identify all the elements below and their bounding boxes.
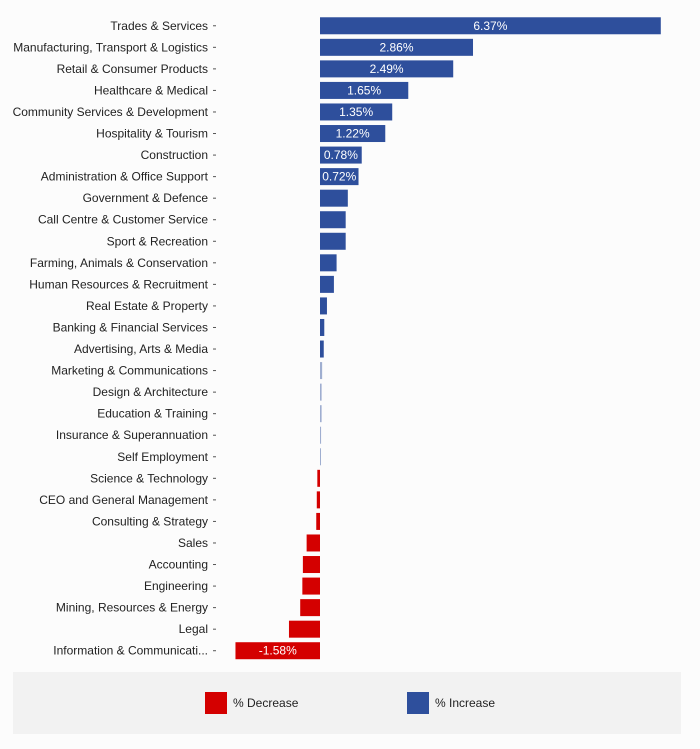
category-label: Call Centre & Customer Service bbox=[38, 213, 208, 227]
category-label: Banking & Financial Services bbox=[53, 320, 208, 334]
category-label: Government & Defence bbox=[83, 191, 209, 205]
category-label: Trades & Services bbox=[110, 19, 208, 33]
bar-value-label: 2.49% bbox=[370, 62, 404, 76]
bar[interactable] bbox=[320, 168, 359, 186]
bar-value-label: 1.35% bbox=[339, 105, 373, 119]
category-label: Legal bbox=[179, 622, 208, 636]
bar-value-label: 2.86% bbox=[379, 40, 413, 54]
bar[interactable] bbox=[288, 620, 320, 638]
category-label: Healthcare & Medical bbox=[94, 83, 208, 97]
legend-label-decrease: % Decrease bbox=[233, 696, 299, 710]
category-label: Consulting & Strategy bbox=[92, 514, 208, 528]
category-label: Sales bbox=[178, 536, 208, 550]
legend-item-decrease[interactable]: % Decrease bbox=[205, 692, 298, 714]
bar[interactable] bbox=[320, 426, 322, 444]
bar[interactable] bbox=[320, 340, 324, 358]
category-label: Retail & Consumer Products bbox=[57, 62, 208, 76]
bar-value-label: 6.37% bbox=[473, 19, 507, 33]
category-label: Self Employment bbox=[117, 450, 208, 464]
bar-value-label: -1.58% bbox=[259, 644, 297, 658]
chart-svg: Trades & Services 6.37% Manufacturing, Tra… bbox=[13, 17, 661, 660]
legend-label-increase: % Increase bbox=[435, 696, 496, 710]
bar[interactable] bbox=[320, 405, 322, 423]
bar[interactable] bbox=[320, 189, 348, 207]
bar[interactable] bbox=[320, 318, 325, 336]
bar[interactable] bbox=[320, 60, 454, 78]
category-label: Engineering bbox=[144, 579, 208, 593]
category-label: Manufacturing, Transport & Logistics bbox=[13, 40, 208, 54]
bar[interactable] bbox=[320, 275, 334, 293]
category-label: CEO and General Management bbox=[39, 493, 208, 507]
bar[interactable] bbox=[320, 103, 393, 121]
bar[interactable] bbox=[300, 599, 320, 617]
bar[interactable] bbox=[320, 383, 322, 401]
bar-value-label: 0.72% bbox=[322, 170, 356, 184]
category-label: Mining, Resources & Energy bbox=[56, 601, 208, 615]
bar[interactable] bbox=[320, 254, 337, 272]
bar-chart: Trades & Services 6.37% Manufacturing, Tra… bbox=[13, 17, 661, 660]
category-label: Sport & Recreation bbox=[107, 234, 208, 248]
bar[interactable] bbox=[316, 491, 320, 509]
bar[interactable] bbox=[320, 211, 346, 229]
bar[interactable] bbox=[320, 297, 327, 315]
bar[interactable] bbox=[320, 125, 386, 143]
category-label: Information & Communicati... bbox=[53, 644, 208, 658]
bar-value-label: 0.78% bbox=[324, 148, 358, 162]
legend-item-increase[interactable]: % Increase bbox=[407, 692, 495, 714]
bar[interactable] bbox=[320, 17, 661, 35]
category-label: Design & Architecture bbox=[93, 385, 209, 399]
category-label: Administration & Office Support bbox=[41, 170, 209, 184]
category-label: Hospitality & Tourism bbox=[96, 127, 208, 141]
bar-value-label: 1.65% bbox=[347, 83, 381, 97]
category-label: Insurance & Superannuation bbox=[56, 428, 208, 442]
category-label: Human Resources & Recruitment bbox=[29, 277, 208, 291]
bar[interactable] bbox=[306, 534, 320, 552]
bar[interactable] bbox=[320, 81, 409, 99]
legend: % Decrease % Increase bbox=[13, 672, 681, 734]
legend-swatch-decrease bbox=[205, 692, 227, 714]
bar[interactable] bbox=[320, 38, 474, 56]
category-label: Marketing & Communications bbox=[51, 364, 208, 378]
category-label: Community Services & Development bbox=[13, 105, 209, 119]
legend-swatch-increase bbox=[407, 692, 429, 714]
bar[interactable] bbox=[302, 556, 320, 574]
bar[interactable] bbox=[320, 362, 323, 380]
bar[interactable] bbox=[320, 232, 346, 250]
category-label: Science & Technology bbox=[90, 471, 208, 485]
bar[interactable] bbox=[320, 146, 362, 164]
bar[interactable] bbox=[316, 512, 320, 530]
category-label: Accounting bbox=[149, 558, 208, 572]
bar[interactable] bbox=[317, 469, 320, 487]
bar[interactable] bbox=[235, 642, 320, 660]
category-label: Education & Training bbox=[97, 407, 208, 421]
category-label: Advertising, Arts & Media bbox=[74, 342, 208, 356]
bar[interactable] bbox=[320, 448, 321, 466]
bar-value-label: 1.22% bbox=[336, 127, 370, 141]
bar[interactable] bbox=[302, 577, 320, 595]
category-label: Farming, Animals & Conservation bbox=[30, 256, 208, 270]
category-label: Construction bbox=[141, 148, 208, 162]
category-label: Real Estate & Property bbox=[86, 299, 208, 313]
